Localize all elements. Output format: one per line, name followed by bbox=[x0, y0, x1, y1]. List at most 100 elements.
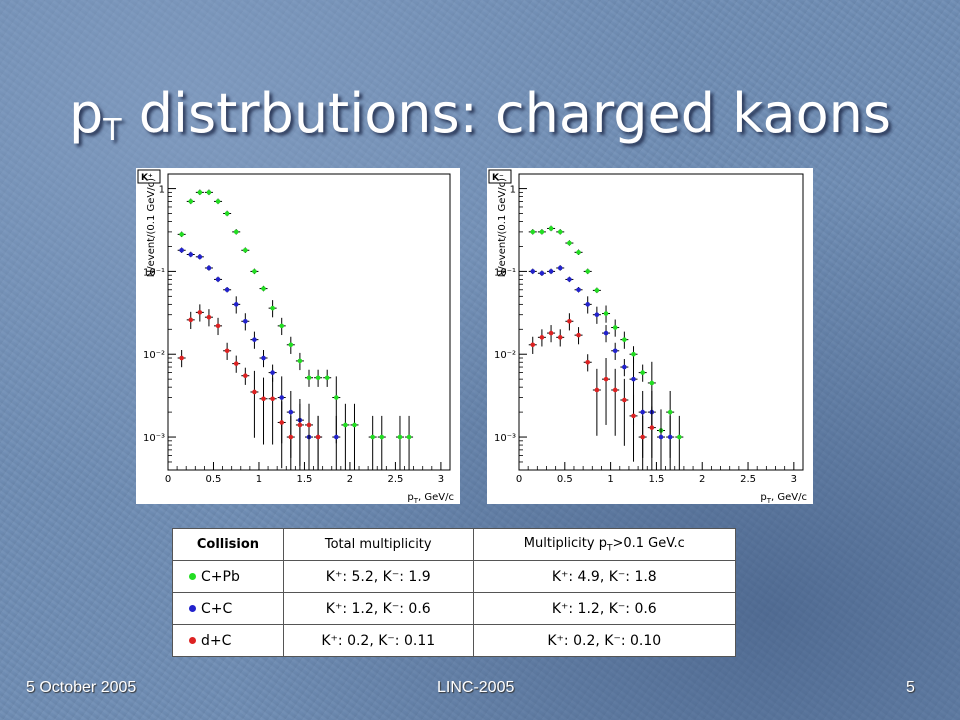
kplus-pt-plot: K⁺ 0 0.5 1 1.5 2 2.5 3 pT, GeV/c 10⁻³ 10⁻² 10⁻¹ 1 N/e… bbox=[136, 168, 460, 504]
header-total-multiplicity: Total multiplicity bbox=[282, 528, 474, 561]
y-tick-label: 10⁻³ bbox=[143, 433, 165, 444]
data-point bbox=[547, 268, 556, 275]
data-point bbox=[537, 329, 546, 347]
histogram-label-box: K⁺ bbox=[137, 169, 161, 184]
data-point bbox=[214, 317, 223, 336]
x-tick-label: 0.5 bbox=[206, 474, 222, 485]
x-tick-label: 0 bbox=[165, 474, 171, 485]
x-tick-label: 2 bbox=[699, 474, 705, 485]
header-pt-multiplicity: Multiplicity pT>0.1 GeV.c bbox=[472, 528, 737, 561]
series-CPb bbox=[177, 189, 414, 470]
data-point bbox=[204, 309, 213, 327]
cc-bullet-icon bbox=[189, 604, 196, 612]
series-CC bbox=[528, 265, 675, 470]
data-point bbox=[556, 265, 565, 271]
data-point bbox=[259, 349, 268, 368]
data-point bbox=[241, 247, 250, 253]
y-tick-label: 10⁻³ bbox=[494, 433, 516, 444]
svg-text:K⁻: K⁻ bbox=[492, 173, 504, 183]
total-cell: K⁺: 5.2, K⁻: 1.9 bbox=[282, 560, 474, 593]
data-point bbox=[528, 336, 537, 354]
chart-svg: K⁺0 0.5 1 1.5 2 2.5 3pT, GeV/c10⁻³10⁻²10⁻¹1N/e… bbox=[137, 169, 454, 504]
data-point bbox=[405, 415, 414, 470]
data-point bbox=[177, 349, 186, 368]
y-tick-label: 1 bbox=[159, 185, 165, 196]
data-point bbox=[204, 265, 213, 271]
data-point bbox=[186, 251, 195, 258]
data-point bbox=[268, 377, 277, 445]
data-point bbox=[223, 287, 232, 293]
data-point bbox=[241, 313, 250, 331]
table-header-row: Collision Total multiplicity Multiplicit… bbox=[172, 528, 737, 561]
x-tick-label: 1.5 bbox=[296, 474, 312, 485]
pt-cell: K⁺: 4.9, K⁻: 1.8 bbox=[472, 560, 737, 593]
series-dC bbox=[528, 313, 656, 470]
data-point bbox=[305, 403, 313, 470]
data-point bbox=[250, 268, 259, 275]
data-point bbox=[602, 305, 611, 323]
data-point bbox=[638, 415, 647, 470]
data-point bbox=[537, 229, 546, 235]
collision-cell: C+Pb bbox=[172, 560, 284, 593]
data-point bbox=[675, 415, 684, 470]
x-axis-label: pT, GeV/c bbox=[760, 492, 807, 504]
data-point bbox=[657, 415, 665, 470]
data-point bbox=[620, 378, 629, 446]
y-tick-label: 10⁻¹ bbox=[494, 267, 516, 278]
data-point bbox=[286, 336, 295, 354]
data-point bbox=[186, 198, 195, 205]
data-point bbox=[547, 225, 556, 232]
data-point bbox=[177, 247, 186, 253]
x-tick-label: 3 bbox=[438, 474, 444, 485]
data-point bbox=[241, 367, 250, 385]
x-tick-label: 0 bbox=[516, 474, 522, 485]
data-point bbox=[250, 331, 259, 349]
pt-cell: K⁺: 0.2, K⁻: 0.10 bbox=[472, 624, 737, 657]
total-cell: K⁺: 0.2, K⁻: 0.11 bbox=[282, 624, 474, 657]
data-point bbox=[186, 311, 195, 330]
footer-date: 5 October 2005 bbox=[26, 679, 137, 696]
data-point bbox=[177, 231, 186, 238]
data-point bbox=[565, 240, 574, 246]
collision-cell: d+C bbox=[172, 624, 284, 657]
x-tick-label: 2.5 bbox=[740, 474, 756, 485]
table-row: C+C K⁺: 1.2, K⁻: 0.6 K⁺: 1.2, K⁻: 0.6 bbox=[172, 592, 737, 625]
x-tick-label: 1 bbox=[256, 474, 262, 485]
data-point bbox=[259, 285, 268, 292]
data-point bbox=[314, 369, 323, 387]
multiplicity-table: Collision Total multiplicity Multiplicit… bbox=[172, 528, 737, 657]
slide-title: pT distrbutions: charged kaons bbox=[68, 82, 891, 148]
data-point bbox=[547, 325, 556, 343]
svg-text:K⁺: K⁺ bbox=[141, 173, 153, 183]
data-point bbox=[195, 189, 204, 196]
data-point bbox=[268, 364, 277, 382]
data-point bbox=[647, 406, 656, 470]
data-point bbox=[556, 329, 565, 347]
data-point bbox=[305, 369, 313, 387]
data-point bbox=[537, 270, 546, 276]
data-point bbox=[592, 306, 601, 324]
data-point bbox=[611, 368, 620, 436]
collision-cell: C+C bbox=[172, 592, 284, 625]
data-point bbox=[195, 254, 204, 260]
data-point bbox=[583, 354, 592, 372]
data-point bbox=[232, 229, 241, 235]
data-point bbox=[666, 415, 675, 470]
data-point bbox=[314, 415, 323, 470]
data-point bbox=[556, 229, 565, 235]
y-axis-label: N/event/(0.1 GeV/c) bbox=[497, 178, 508, 277]
data-point bbox=[259, 377, 268, 445]
data-point bbox=[250, 370, 259, 438]
dc-bullet-icon bbox=[189, 636, 196, 644]
data-point bbox=[395, 415, 404, 470]
data-point bbox=[638, 364, 647, 382]
pt-cell: K⁺: 1.2, K⁻: 0.6 bbox=[472, 592, 737, 625]
histogram-label-box: K⁻ bbox=[488, 169, 512, 184]
data-point bbox=[341, 403, 350, 470]
data-point bbox=[592, 287, 601, 294]
data-point bbox=[295, 403, 304, 470]
data-point bbox=[602, 358, 611, 425]
data-point bbox=[574, 327, 583, 345]
data-point bbox=[611, 319, 620, 337]
data-point bbox=[583, 296, 592, 314]
